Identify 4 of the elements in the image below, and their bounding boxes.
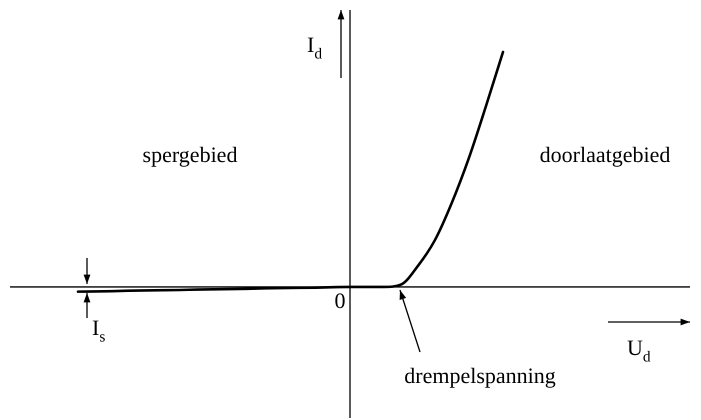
annotation: spergebied — [142, 142, 238, 167]
annotation: 0 — [334, 288, 346, 313]
text: drempelspanning — [404, 363, 556, 388]
annotation: doorlaatgebied — [540, 142, 670, 167]
